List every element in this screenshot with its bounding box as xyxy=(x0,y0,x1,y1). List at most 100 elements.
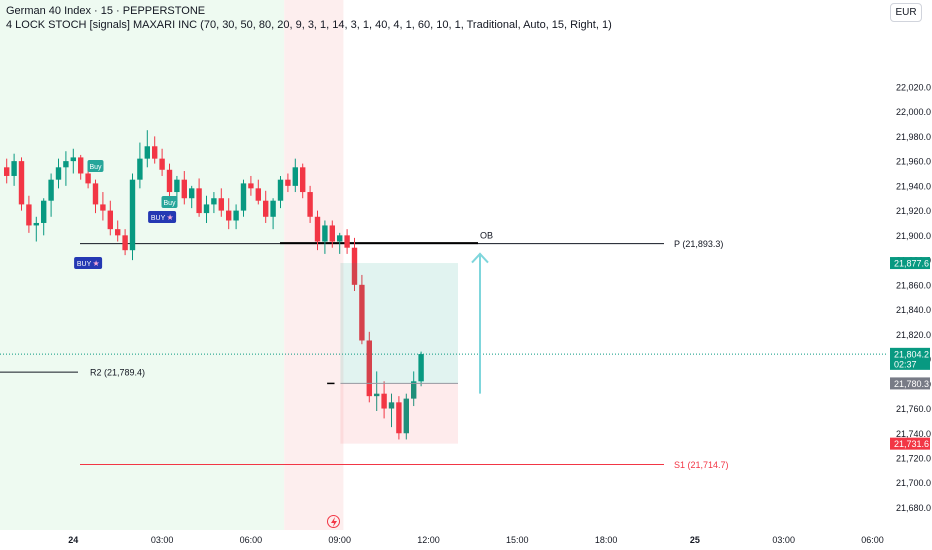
y-tick-label: 21,940.0 xyxy=(896,181,931,191)
candle-body xyxy=(4,167,10,176)
y-tick-label: 21,960.0 xyxy=(896,157,931,167)
candle-body xyxy=(337,235,343,242)
lightning-icon[interactable] xyxy=(327,515,340,528)
candle-body xyxy=(41,200,47,223)
candle-body xyxy=(144,146,150,159)
candle-body xyxy=(137,158,143,180)
candle xyxy=(26,195,32,233)
candle xyxy=(33,216,39,242)
x-tick-label: 09:00 xyxy=(328,535,351,545)
countdown-text: 02:37 xyxy=(894,359,917,369)
position-stop-zone xyxy=(340,383,458,444)
candle xyxy=(292,158,298,193)
candle-body xyxy=(411,381,417,399)
candle-body xyxy=(403,398,409,434)
candle xyxy=(307,185,313,223)
x-tick-label: 03:00 xyxy=(772,535,795,545)
signal-label: Buy xyxy=(163,200,176,207)
indicator-legend[interactable]: 4 LOCK STOCH [signals] MAXARI INC (70, 3… xyxy=(6,19,612,31)
target-arrow-head xyxy=(471,252,489,264)
candle-body xyxy=(11,161,17,176)
signal-badge xyxy=(74,257,103,269)
signal-buy: BUY ★ xyxy=(148,211,177,223)
position-target-zone xyxy=(340,263,458,384)
candle xyxy=(11,153,17,186)
candle-body xyxy=(277,179,284,201)
candle xyxy=(411,371,417,407)
candle-body xyxy=(314,216,321,242)
candle xyxy=(263,190,269,223)
candle xyxy=(196,178,202,217)
price-label-bg xyxy=(890,257,930,270)
candle-body xyxy=(226,210,232,221)
candle-body xyxy=(189,188,195,199)
candle xyxy=(100,192,106,221)
candle xyxy=(63,151,69,186)
candle xyxy=(48,173,54,217)
candle xyxy=(300,163,306,199)
y-tick-label: 21,760.0 xyxy=(896,404,931,414)
candle-body xyxy=(26,204,32,226)
candle xyxy=(337,232,343,254)
candle-body xyxy=(174,179,180,193)
chart-title[interactable]: German 40 Index · 15 · PEPPERSTONE xyxy=(6,5,206,17)
signal-buy: BUY ★ xyxy=(74,257,103,269)
signal-label: BUY xyxy=(151,215,166,222)
x-tick-label: 18:00 xyxy=(595,535,618,545)
signal-buy: Buy xyxy=(161,196,178,208)
x-tick-label: 06:00 xyxy=(240,535,263,545)
candle xyxy=(418,351,424,387)
candle xyxy=(70,148,76,174)
candle xyxy=(344,229,350,254)
candle xyxy=(374,371,380,411)
candle-body xyxy=(263,200,269,217)
candle xyxy=(240,179,247,217)
candle-body xyxy=(196,188,202,214)
candle-body xyxy=(78,157,84,174)
candle-body xyxy=(307,192,313,217)
signal-badge xyxy=(148,211,177,223)
candle-body xyxy=(63,161,69,168)
candle xyxy=(41,198,47,236)
candle-body xyxy=(388,402,395,409)
candle xyxy=(277,175,284,209)
y-tick-label: 22,000.0 xyxy=(896,107,931,117)
candle xyxy=(4,158,10,184)
candle-body xyxy=(129,179,136,251)
candle-body xyxy=(374,393,380,397)
candle xyxy=(189,185,195,209)
candle xyxy=(285,173,291,193)
candle-body xyxy=(248,183,254,189)
candle xyxy=(388,393,395,428)
y-tick-label: 21,840.0 xyxy=(896,305,931,315)
candle-body xyxy=(122,235,128,251)
candle xyxy=(218,188,224,217)
x-tick-label: 25 xyxy=(690,535,700,545)
candle-body xyxy=(107,210,113,230)
candle-body xyxy=(18,161,25,205)
candle-body xyxy=(70,157,76,162)
session-zone-red xyxy=(284,0,344,530)
price-label-bg xyxy=(890,347,930,370)
price-label-text: 21,731.6 xyxy=(894,439,929,449)
candle-body xyxy=(240,183,247,211)
candle-body xyxy=(285,179,291,186)
x-tick-label: 06:00 xyxy=(861,535,884,545)
y-tick-label: 21,820.0 xyxy=(896,330,931,340)
candle-body xyxy=(233,210,239,221)
candle xyxy=(255,179,261,205)
candle-body xyxy=(300,167,306,193)
price-label-bg xyxy=(890,437,930,450)
signal-badge xyxy=(161,196,178,208)
candle-body xyxy=(381,393,387,409)
candle-body xyxy=(270,200,276,217)
currency-button[interactable]: EUR xyxy=(890,3,922,22)
signal-label: BUY xyxy=(77,261,92,268)
candle xyxy=(129,173,136,261)
y-tick-label: 21,700.0 xyxy=(896,478,931,488)
x-tick-label: 24 xyxy=(68,535,78,545)
candle xyxy=(381,381,387,419)
candle-body xyxy=(92,183,99,205)
session-zone-green xyxy=(0,0,285,530)
